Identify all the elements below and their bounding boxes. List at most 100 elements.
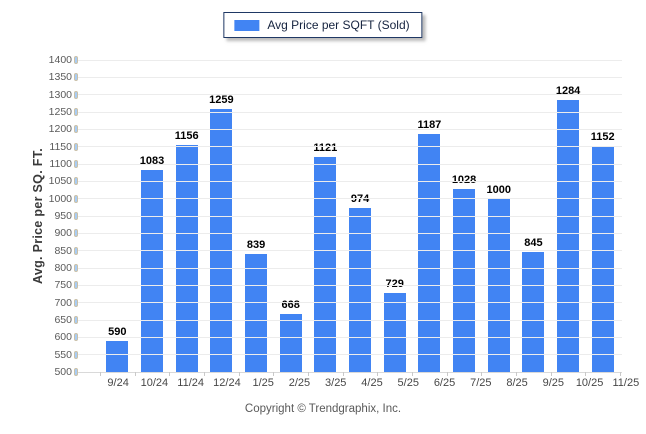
legend-label: Avg Price per SQFT (Sold) — [267, 18, 410, 32]
plot-area: 5901083115612598396681121974729118710281… — [74, 56, 622, 376]
bar-value-label: 729 — [385, 277, 404, 290]
y-tick-label: 1000 — [48, 192, 72, 205]
x-tick-label: 4/25 — [361, 377, 383, 389]
y-axis-tick — [74, 142, 78, 151]
bar-value-label: 1259 — [209, 93, 234, 106]
bar — [418, 133, 441, 372]
x-tick-label: 8/25 — [506, 377, 528, 389]
bar — [383, 292, 406, 372]
bar-value-label: 668 — [281, 298, 300, 311]
x-axis-tick — [342, 372, 344, 376]
y-axis-tick — [74, 56, 78, 64]
y-tick-label: 1300 — [48, 88, 72, 101]
bar-value-label: 1083 — [139, 154, 165, 167]
bar — [279, 313, 302, 372]
x-axis-tick — [550, 372, 552, 376]
bar-slot: 845 — [516, 60, 551, 372]
y-axis-tick — [74, 333, 78, 342]
gridline — [78, 284, 622, 286]
x-tick-label: 10/24 — [140, 377, 169, 389]
x-tick-label: 7/25 — [470, 377, 492, 389]
bar — [245, 254, 268, 372]
bar-slot: 668 — [273, 60, 308, 372]
y-tick-label: 500 — [54, 366, 72, 378]
x-tick-label: 11/25 — [612, 377, 640, 389]
y-tick-label: 1350 — [48, 71, 72, 84]
x-tick-label: 11/24 — [177, 377, 205, 389]
x-tick-label: 10/25 — [575, 377, 604, 389]
bar — [557, 100, 580, 372]
gridline — [78, 250, 622, 252]
bar — [349, 207, 372, 372]
x-axis-tick — [516, 372, 517, 376]
y-tick-label: 950 — [54, 210, 72, 222]
y-axis-tick — [74, 316, 78, 324]
y-tick-label: 1150 — [49, 140, 72, 153]
y-tick-label: 750 — [54, 279, 72, 292]
y-axis-tick — [74, 177, 78, 186]
bar-slot: 1156 — [169, 60, 204, 372]
bar-value-label: 590 — [108, 325, 127, 338]
x-axis-tick — [204, 372, 205, 376]
bar-value-label: 1121 — [313, 141, 338, 154]
bar-slot: 1028 — [447, 60, 482, 372]
bar-slot: 1152 — [585, 60, 620, 372]
bar-value-label: 1152 — [590, 130, 615, 143]
gridline — [78, 111, 622, 113]
x-tick-label: 5/25 — [397, 377, 419, 389]
y-tick-label: 650 — [54, 314, 72, 326]
legend-swatch-icon — [234, 19, 260, 31]
y-tick-label: 1200 — [48, 123, 72, 136]
gridline — [78, 76, 622, 78]
bar-slot: 839 — [239, 60, 274, 372]
bar — [175, 144, 198, 372]
bar-value-label: 1156 — [174, 129, 199, 142]
y-axis-tick — [74, 212, 78, 220]
gridline — [78, 128, 622, 130]
gridline — [78, 59, 622, 61]
gridline — [78, 146, 622, 148]
legend: Avg Price per SQFT (Sold) — [223, 12, 423, 38]
copyright-text: Copyright © Trendgraphix, Inc. — [244, 403, 402, 415]
gridline — [78, 180, 622, 182]
y-axis-tick — [74, 90, 78, 99]
x-axis-tick — [134, 372, 136, 376]
x-axis-tick — [412, 372, 413, 376]
y-axis-tick — [74, 264, 78, 272]
x-tick-label: 1/25 — [252, 377, 274, 389]
bar — [522, 252, 545, 372]
bar-value-label: 1028 — [452, 174, 476, 186]
bar — [210, 108, 233, 372]
bar-slot: 729 — [377, 60, 412, 372]
gridline — [78, 198, 622, 200]
gridline — [78, 336, 622, 338]
y-axis-tick — [74, 125, 78, 134]
y-tick-label: 550 — [54, 348, 72, 361]
x-tick-label: 2/25 — [288, 377, 311, 389]
x-axis-tick — [585, 372, 587, 376]
x-axis-tick — [620, 372, 621, 376]
bar — [453, 188, 476, 372]
y-tick-label: 900 — [54, 227, 72, 240]
x-tick-label: 6/25 — [433, 377, 456, 389]
y-tick-label: 1400 — [48, 54, 72, 66]
y-tick-label: 1250 — [48, 106, 72, 118]
y-axis-tick — [74, 73, 78, 82]
bar — [106, 340, 129, 372]
bar-slot: 1187 — [412, 60, 447, 372]
bar — [591, 145, 614, 372]
x-tick-label: 12/24 — [213, 377, 241, 389]
x-axis-tick — [100, 372, 101, 376]
y-axis-tick — [74, 350, 78, 359]
x-tick-label: 9/25 — [542, 377, 565, 389]
bar — [314, 156, 337, 372]
gridline — [78, 354, 622, 356]
x-axis-tick — [238, 372, 240, 376]
bar-slot: 1259 — [204, 60, 239, 372]
bar-slot: 1121 — [308, 60, 343, 372]
bar-value-label: 845 — [524, 237, 543, 250]
y-axis-tick — [74, 368, 78, 376]
y-axis-tick — [74, 298, 78, 307]
y-tick-label: 700 — [54, 296, 72, 309]
